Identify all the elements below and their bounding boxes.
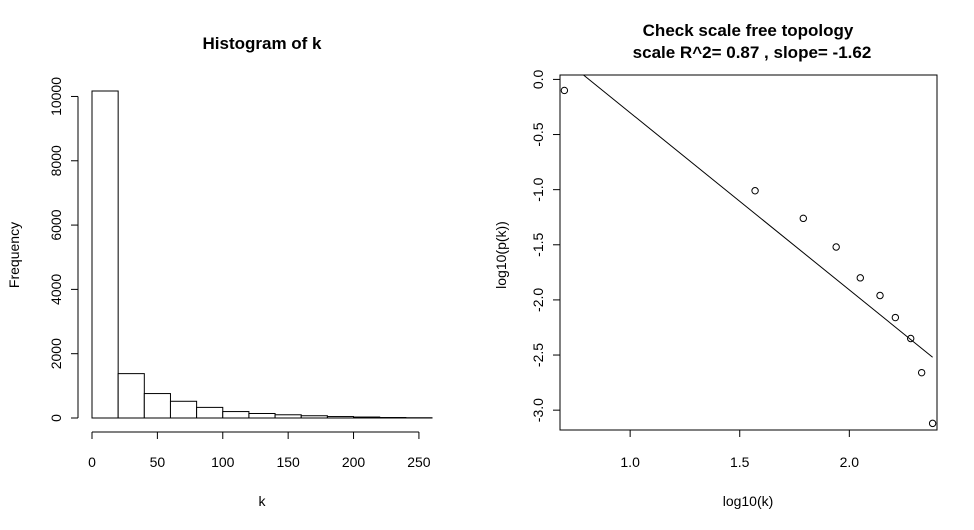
scale-free-y-tick-label: -3.0 [530, 398, 546, 422]
scale-free-y-tick-label: -2.5 [530, 343, 546, 367]
data-point [856, 274, 864, 282]
scale-free-y-tick-label: -1.0 [530, 177, 546, 201]
histogram-x-axis: 0 50 100 150 200 250 [88, 431, 431, 470]
scale-free-x-tick-label: 1.5 [730, 454, 750, 470]
histogram-x-axis-label: k [259, 493, 267, 509]
fit-line [583, 74, 933, 358]
data-point [799, 214, 807, 223]
histogram-y-axis-label: Frequency [6, 222, 22, 288]
histogram-bars [91, 90, 433, 419]
histogram-bar [274, 414, 302, 419]
histogram-bar [169, 400, 198, 419]
scale-free-x-tick-label: 2.0 [840, 454, 860, 470]
data-point [928, 419, 937, 428]
data-point [876, 291, 884, 300]
histogram-y-tick-label: 0 [48, 414, 64, 422]
scale-free-points [560, 86, 937, 428]
histogram-x-tick-label: 200 [342, 454, 366, 470]
scale-free-plot-box [559, 74, 938, 431]
data-point [751, 187, 759, 195]
histogram-bar [196, 406, 224, 419]
scale-free-panel: Check scale free topology scale R^2= 0.8… [493, 21, 938, 509]
histogram-y-tick-label: 10000 [48, 77, 64, 116]
histogram-x-tick-label: 250 [407, 454, 431, 470]
histogram-x-tick-label: 100 [211, 454, 235, 470]
scale-free-y-tick-label: 0.0 [530, 69, 546, 89]
histogram-bar [300, 415, 328, 419]
data-point [560, 86, 569, 95]
data-point [891, 313, 900, 322]
histogram-bar [248, 412, 276, 419]
scale-free-y-tick-label: -0.5 [530, 122, 546, 146]
histogram-y-tick-label: 6000 [48, 209, 64, 240]
data-point [832, 243, 840, 251]
scale-free-y-tick-label: -1.5 [530, 233, 546, 257]
histogram-bar [117, 373, 145, 419]
histogram-bar [326, 416, 355, 419]
histogram-title: Histogram of k [202, 34, 322, 53]
scale-free-subtitle: scale R^2= 0.87 , slope= -1.62 [633, 43, 872, 62]
histogram-bar [143, 393, 171, 419]
data-point [917, 368, 926, 377]
histogram-bar [222, 411, 250, 419]
histogram-x-tick-label: 0 [88, 454, 96, 470]
histogram-panel: Histogram of k k Frequency 0 50 100 150 200 2… [6, 34, 433, 509]
scale-free-y-axis: 0.0 -0.5 -1.0 -1.5 -2.0 -2.5 -3.0 [530, 69, 561, 422]
scale-free-x-axis: 1.0 1.5 2.0 [620, 429, 860, 470]
data-point [906, 334, 915, 343]
histogram-x-tick-label: 50 [150, 454, 166, 470]
histogram-y-tick-label: 4000 [48, 274, 64, 305]
scale-free-fit-line [583, 74, 933, 358]
histogram-x-tick-label: 150 [276, 454, 300, 470]
scale-free-y-axis-label: log10(p(k)) [493, 221, 509, 289]
histogram-y-tick-label: 8000 [48, 145, 64, 176]
scale-free-x-axis-label: log10(k) [723, 493, 774, 509]
histogram-bar [353, 416, 381, 419]
scale-free-y-tick-label: -2.0 [530, 288, 546, 312]
histogram-y-axis: 0 2000 4000 6000 8000 10000 [48, 77, 79, 422]
scale-free-x-tick-label: 1.0 [620, 454, 640, 470]
histogram-bar [91, 90, 119, 419]
histogram-y-tick-label: 2000 [48, 338, 64, 369]
scale-free-title: Check scale free topology [643, 21, 854, 40]
